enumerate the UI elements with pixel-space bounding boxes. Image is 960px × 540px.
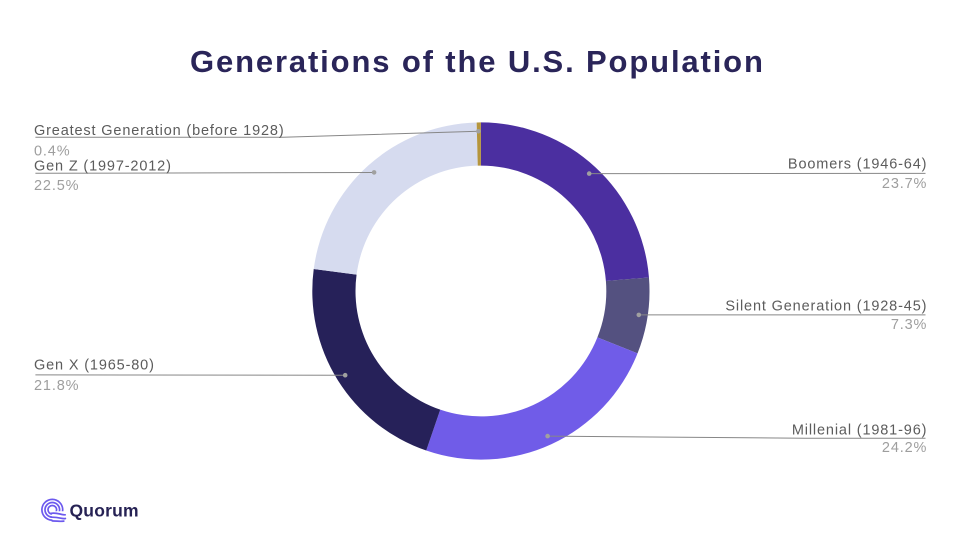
svg-text:Generations of the U.S. Popula: Generations of the U.S. Population (190, 44, 765, 79)
svg-text:Boomers (1946-64): Boomers (1946-64) (788, 156, 927, 172)
svg-text:Greatest Generation (before 19: Greatest Generation (before 1928) (34, 123, 285, 139)
svg-text:Gen X (1965-80): Gen X (1965-80) (34, 358, 155, 374)
svg-text:23.7%: 23.7% (882, 176, 927, 192)
svg-text:Millenial (1981-96): Millenial (1981-96) (792, 423, 927, 439)
svg-text:Gen Z (1997-2012): Gen Z (1997-2012) (34, 159, 172, 175)
svg-text:Quorum: Quorum (70, 500, 139, 520)
svg-text:22.5%: 22.5% (34, 178, 79, 194)
svg-text:24.2%: 24.2% (882, 440, 927, 456)
svg-text:0.4%: 0.4% (34, 143, 70, 159)
svg-text:21.8%: 21.8% (34, 378, 79, 394)
svg-text:Silent Generation (1928-45): Silent Generation (1928-45) (725, 299, 927, 315)
svg-text:7.3%: 7.3% (891, 317, 927, 333)
